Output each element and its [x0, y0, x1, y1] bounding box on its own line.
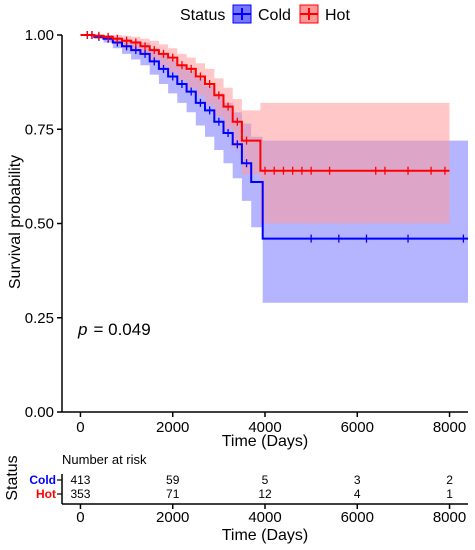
p-value: = 0.049	[93, 320, 150, 339]
risk-cell-cold: 413	[70, 473, 90, 487]
risk-cell-hot: 353	[70, 487, 90, 501]
risk-cell-hot: 71	[166, 487, 180, 501]
legend: Status Cold Hot	[180, 4, 350, 24]
legend-label-hot: Hot	[325, 7, 350, 24]
y-ticks: 0.00 0.25 0.50 0.75 1.00	[25, 27, 62, 421]
risk-cell-hot: 4	[354, 487, 361, 501]
y-tick-label: 0.25	[25, 310, 54, 327]
x-tick-label: 2000	[156, 419, 189, 436]
risk-x-axis-title: Time (Days)	[222, 527, 309, 544]
risk-x-tick-label: 2000	[156, 509, 189, 526]
risk-row-label-hot: Hot	[36, 487, 56, 501]
risk-cell-cold: 2	[446, 473, 453, 487]
y-tick-label: 1.00	[25, 27, 54, 44]
risk-cells: 413 59 5 3 2 353 71 12 4 1	[57, 473, 453, 501]
y-tick-label: 0.75	[25, 121, 54, 138]
risk-row-label-cold: Cold	[29, 473, 56, 487]
legend-title: Status	[180, 7, 225, 24]
risk-table-ylabel: Status	[4, 455, 21, 500]
y-axis-title: Survival probability	[7, 155, 24, 289]
risk-x-ticks: 0 2000 4000 6000 8000	[76, 504, 466, 526]
censor-marks	[86, 31, 465, 243]
risk-x-tick-label: 8000	[433, 509, 466, 526]
x-tick-label: 8000	[433, 419, 466, 436]
risk-x-tick-label: 4000	[248, 509, 281, 526]
y-tick-label: 0.50	[25, 216, 54, 233]
risk-x-tick-label: 6000	[341, 509, 374, 526]
legend-label-cold: Cold	[258, 7, 291, 24]
risk-table-title: Number at risk	[62, 452, 147, 467]
x-tick-label: 0	[76, 419, 84, 436]
confidence-band-hot	[80, 35, 450, 224]
risk-x-tick-label: 0	[76, 509, 84, 526]
risk-cell-hot: 1	[446, 487, 453, 501]
x-ticks: 0 2000 4000 6000 8000	[76, 412, 466, 436]
x-tick-label: 6000	[341, 419, 374, 436]
y-tick-label: 0.00	[25, 404, 54, 421]
p-label: p	[77, 320, 87, 339]
risk-cell-hot: 12	[258, 487, 272, 501]
risk-table: Number at risk Status Cold Hot 413 59 5 3 2 3…	[4, 452, 468, 544]
x-tick-label: 4000	[248, 419, 281, 436]
x-axis-title: Time (Days)	[222, 433, 309, 450]
risk-cell-cold: 5	[262, 473, 269, 487]
risk-cell-cold: 3	[354, 473, 361, 487]
risk-cell-cold: 59	[166, 473, 180, 487]
p-value-annotation: p = 0.049	[77, 320, 151, 339]
